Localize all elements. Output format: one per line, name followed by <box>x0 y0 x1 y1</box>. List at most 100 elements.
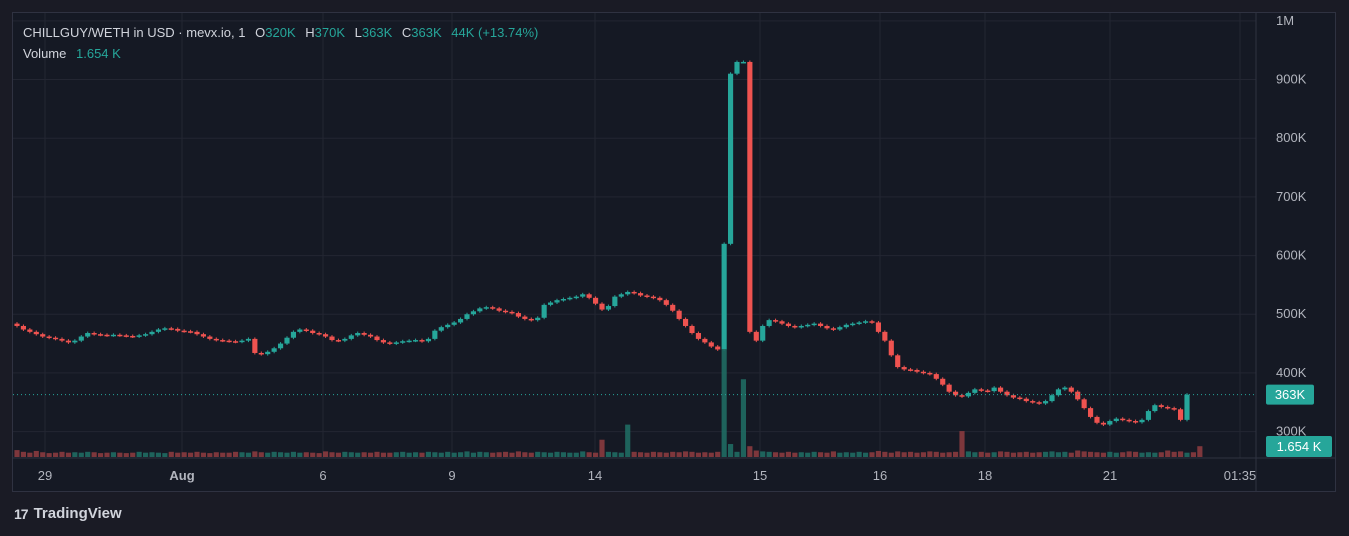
volume-bar <box>1158 452 1164 457</box>
volume-bar <box>1171 451 1177 457</box>
candle-body <box>207 336 213 339</box>
volume-bar <box>503 451 509 457</box>
volume-bar <box>65 452 71 457</box>
volume-label: Volume <box>23 46 67 61</box>
volume-bar <box>837 452 843 457</box>
high-label: H <box>305 25 315 40</box>
candle-body <box>1094 416 1100 423</box>
candle-body <box>20 325 26 330</box>
candle-body <box>875 322 881 332</box>
volume-bar <box>605 451 611 457</box>
x-tick-label: 16 <box>873 468 887 483</box>
volume-bar <box>676 452 682 457</box>
candle-body <box>946 384 952 392</box>
candle-body <box>631 291 637 294</box>
close-value: 363K <box>411 25 442 40</box>
candle-body <box>1017 397 1023 400</box>
candle-body <box>239 340 245 343</box>
candle-body <box>348 335 354 339</box>
volume-bar <box>567 452 573 457</box>
candle-body <box>978 389 984 391</box>
chart-frame[interactable] <box>12 12 1336 492</box>
volume-bar <box>927 451 933 457</box>
symbol-title: CHILLGUY/WETH in USD · mevx.io, 1 <box>23 25 246 40</box>
candle-body <box>1120 418 1126 421</box>
volume-bar <box>445 451 451 457</box>
volume-bar <box>200 452 206 457</box>
candle-body <box>1081 399 1087 409</box>
candle-body <box>657 297 663 301</box>
volume-bar <box>361 452 367 457</box>
volume-bar <box>1107 451 1113 457</box>
volume-bar <box>451 452 457 457</box>
last-price-badge <box>1266 384 1314 405</box>
candle-body <box>689 325 695 334</box>
volume-bar <box>496 452 502 457</box>
x-tick-label: 14 <box>588 468 602 483</box>
volume-bar <box>1126 451 1132 457</box>
volume-bar <box>985 452 991 457</box>
volume-bar <box>136 451 142 457</box>
volume-bar <box>1133 451 1139 457</box>
candle-body <box>650 296 656 299</box>
x-tick-label: 6 <box>319 468 326 483</box>
candle-body <box>85 333 91 337</box>
volume-bar <box>1100 452 1106 457</box>
volume-bar <box>40 452 46 457</box>
candle-body <box>805 324 811 327</box>
candle-body <box>1107 421 1113 425</box>
candle-body <box>470 311 476 315</box>
candle-body <box>1088 408 1094 417</box>
volume-bar <box>753 450 759 457</box>
candle-body <box>914 369 920 372</box>
candle-body <box>863 321 869 323</box>
volume-bar <box>290 451 296 457</box>
volume-bar <box>953 451 959 457</box>
candle-body <box>464 314 470 319</box>
candle-body <box>329 336 335 341</box>
volume-bar <box>355 452 361 457</box>
candle-body <box>310 330 316 334</box>
candle-body <box>522 316 528 319</box>
volume-bar <box>1049 451 1055 457</box>
volume-bar <box>509 452 515 457</box>
volume-bar <box>226 452 232 457</box>
volume-bar <box>98 453 104 457</box>
candle-body <box>284 337 290 344</box>
volume-bar <box>573 452 579 457</box>
candle-body <box>625 291 631 295</box>
candle-body <box>908 369 914 371</box>
volume-bar <box>695 452 701 457</box>
y-tick-label: 500K <box>1276 306 1307 321</box>
volume-bar <box>663 452 669 457</box>
candle-body <box>779 321 785 324</box>
candle-body <box>895 355 901 368</box>
candle-body <box>91 333 97 335</box>
volume-bar <box>1075 450 1081 457</box>
volume-bar <box>798 452 804 457</box>
branding-label: TradingView <box>33 505 122 522</box>
candle-body <box>843 324 849 328</box>
candle-body <box>515 313 521 317</box>
volume-bar <box>59 451 65 457</box>
candle-body <box>413 340 419 342</box>
volume-bar <box>747 446 753 457</box>
candle-body <box>541 304 547 318</box>
volume-bar <box>464 451 470 457</box>
volume-bar <box>458 452 464 457</box>
candle-body <box>303 329 309 332</box>
candle-body <box>78 336 84 341</box>
x-tick-label: 9 <box>448 468 455 483</box>
tradingview-branding[interactable]: 17 TradingView <box>14 505 122 522</box>
candle-body <box>1055 389 1061 396</box>
candle-body <box>1004 391 1010 396</box>
candle-body <box>959 395 965 397</box>
y-tick-label: 1M <box>1276 13 1294 28</box>
volume-bar <box>143 452 149 457</box>
volume-bar <box>335 452 341 457</box>
open-label: O <box>255 25 266 40</box>
volume-bar <box>14 450 20 457</box>
volume-bar <box>78 452 84 457</box>
volume-bar <box>207 453 213 457</box>
